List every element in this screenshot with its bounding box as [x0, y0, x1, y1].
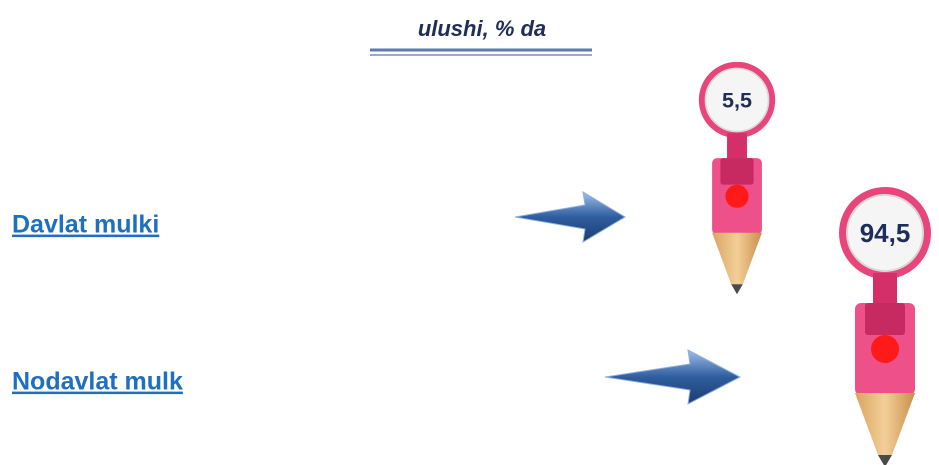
item-label[interactable]: Nodavlat mulk: [12, 368, 183, 396]
item-value: 5,5: [722, 87, 752, 112]
item-label[interactable]: Davlat mulki: [12, 211, 159, 239]
item-value: 94,5: [860, 218, 911, 248]
pencil-marker: 5,5: [699, 62, 775, 294]
arrow: [605, 350, 740, 404]
title: ulushi, % da: [418, 16, 546, 41]
infographic: ulushi, % da Davlat mulki Nodavlat mulk …: [0, 0, 939, 465]
arrow: [515, 192, 625, 242]
pencil-marker: 94,5: [839, 187, 931, 465]
